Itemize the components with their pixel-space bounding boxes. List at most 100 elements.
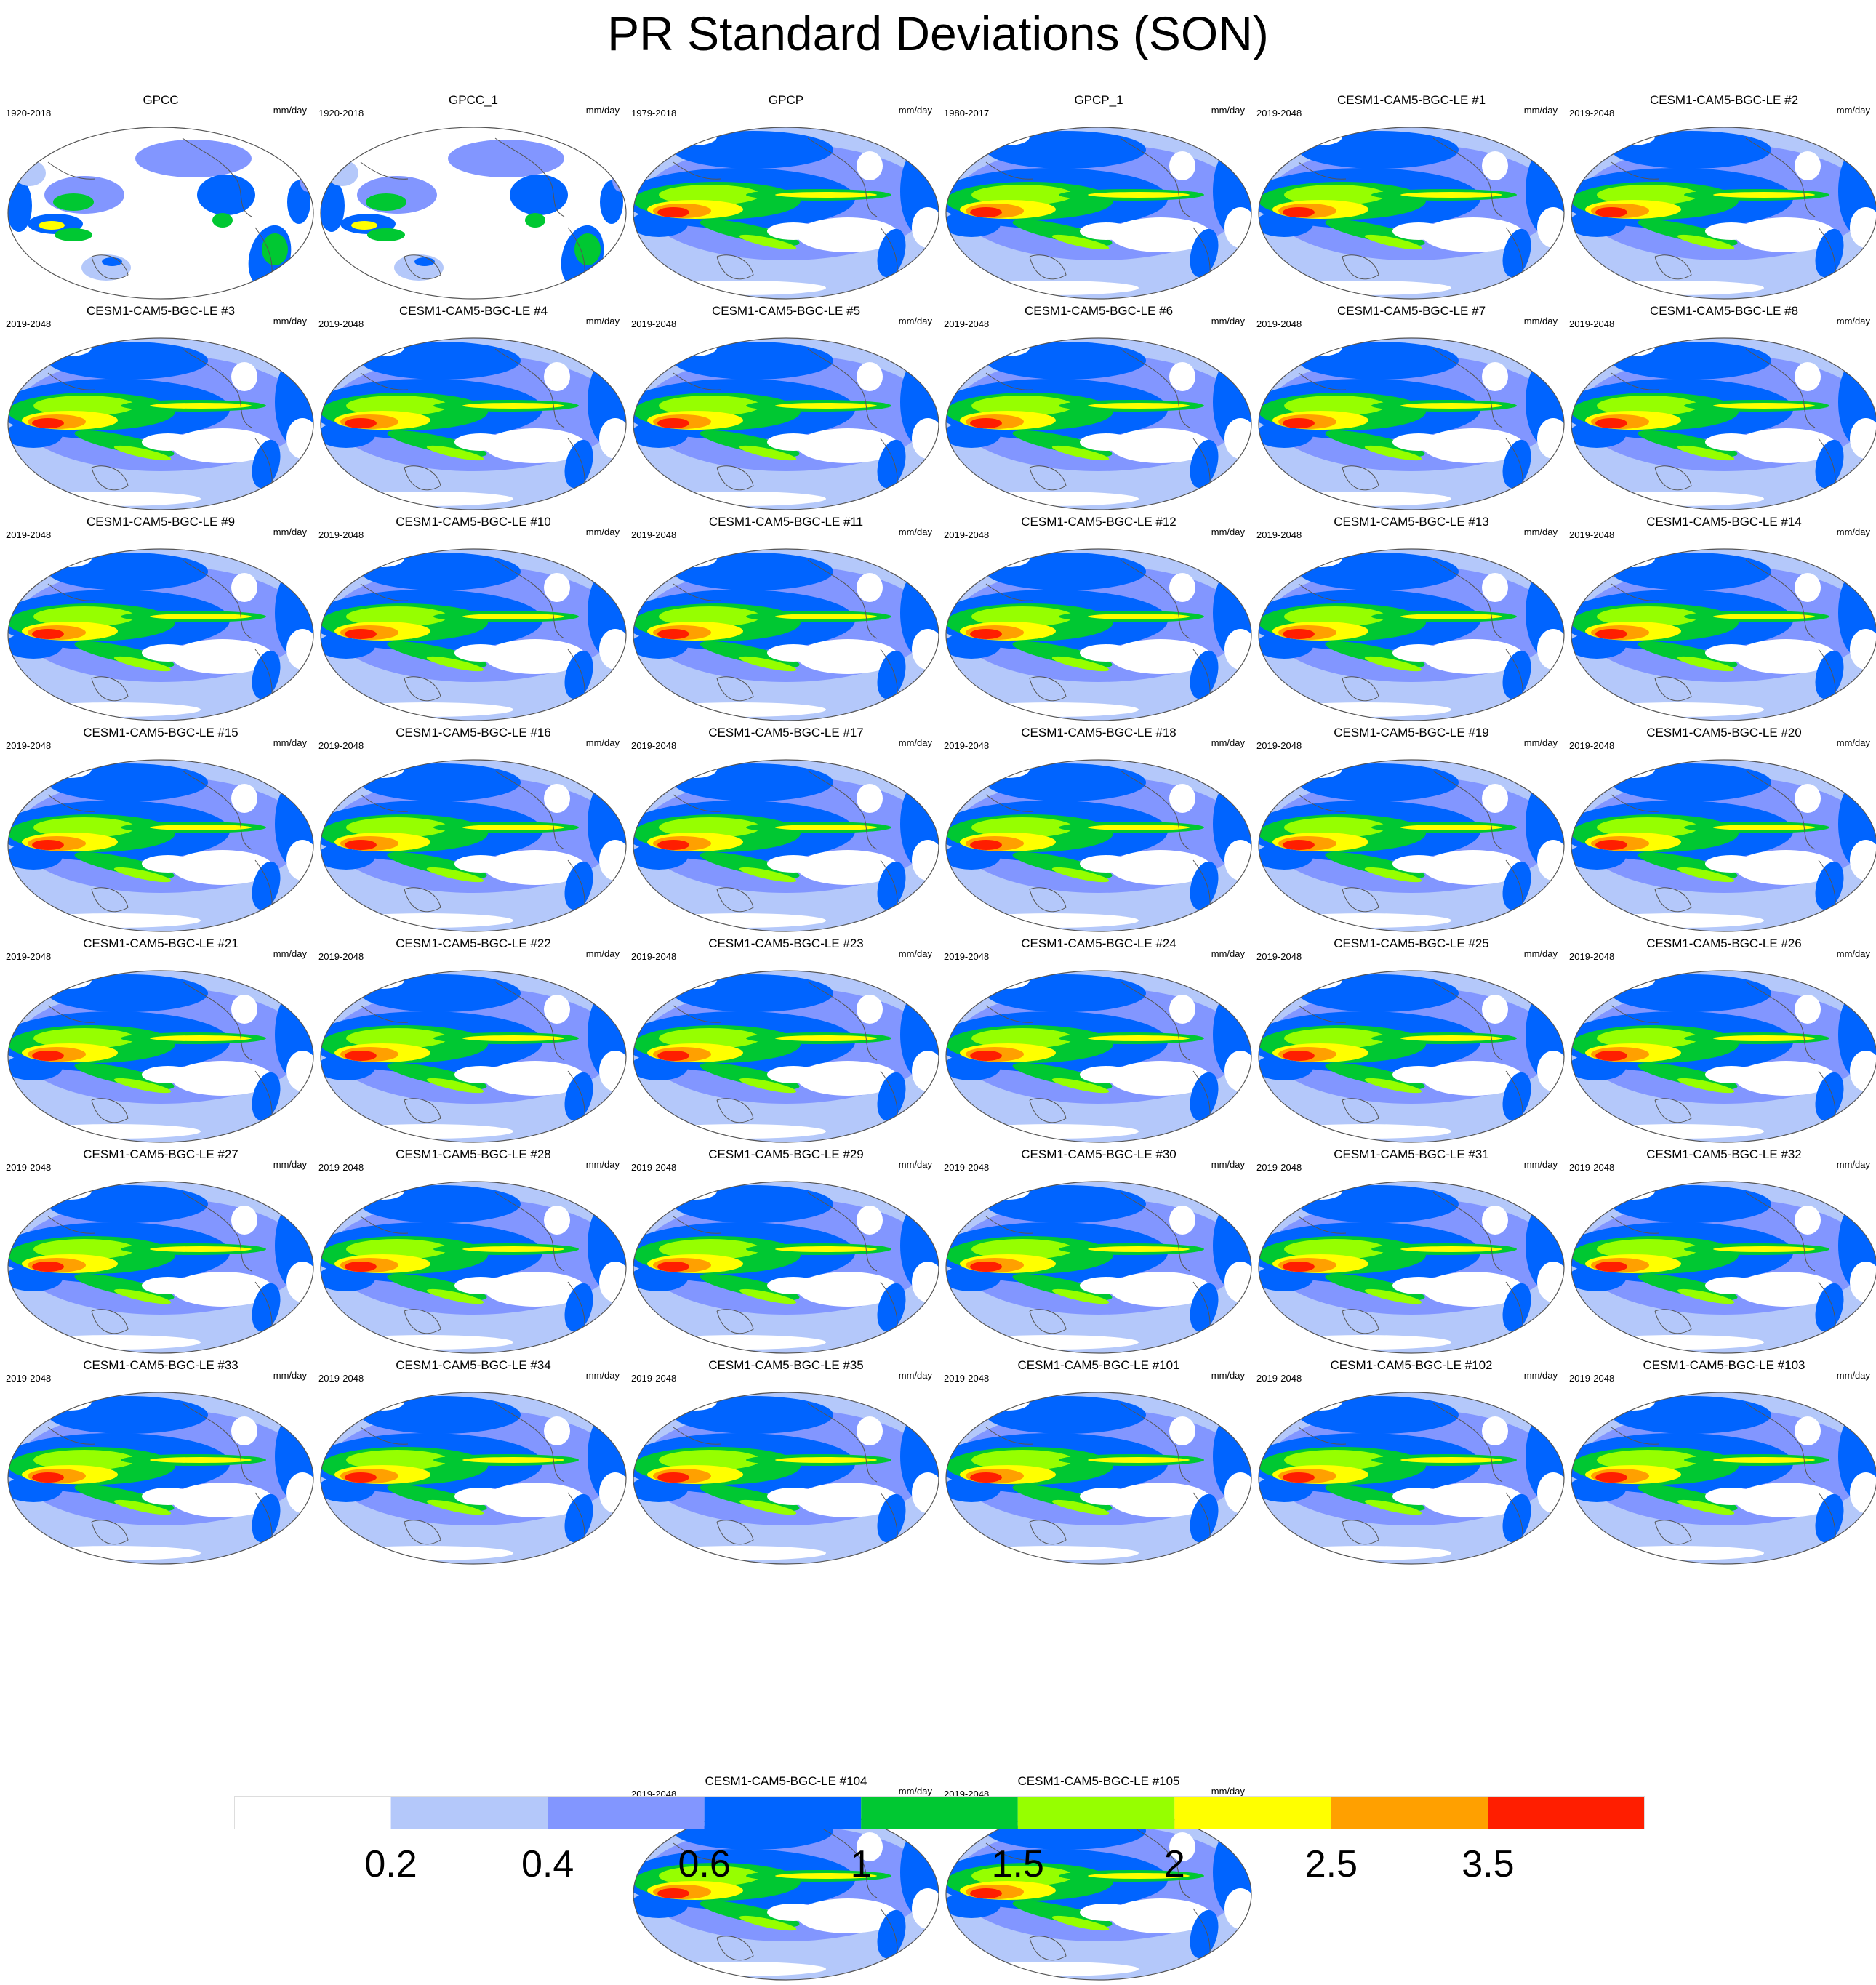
panel-title: CESM1-CAM5-BGC-LE #2 — [1649, 93, 1799, 107]
panel-title: CESM1-CAM5-BGC-LE #13 — [1334, 515, 1489, 529]
map-panel: CESM1-CAM5-BGC-LE #14 2019-2048 mm/day — [1568, 515, 1876, 726]
map-panel: CESM1-CAM5-BGC-LE #17 2019-2048 mm/day — [630, 726, 942, 937]
map-plot — [1258, 1181, 1565, 1354]
map-border — [7, 759, 314, 932]
colorbar-segment — [1331, 1796, 1488, 1829]
map-panel: CESM1-CAM5-BGC-LE #25 2019-2048 mm/day — [1255, 937, 1568, 1147]
panel-units: mm/day — [585, 1370, 620, 1381]
panel-units: mm/day — [585, 737, 620, 748]
coastline — [985, 559, 1211, 712]
map-panel: CESM1-CAM5-BGC-LE #12 2019-2048 mm/day — [942, 515, 1255, 726]
panel-period: 2019-2048 — [631, 318, 677, 329]
panel-period: 2019-2048 — [631, 740, 677, 751]
map-panel: CESM1-CAM5-BGC-LE #5 2019-2048 mm/day — [630, 304, 942, 515]
map-border — [1258, 1392, 1565, 1565]
map-panel: CESM1-CAM5-BGC-LE #15 2019-2048 mm/day — [4, 726, 317, 937]
colorbar-segment — [1017, 1796, 1175, 1829]
map-border — [1571, 1181, 1876, 1354]
coastline — [985, 137, 1211, 290]
coastline — [47, 1403, 273, 1555]
panel-title: CESM1-CAM5-BGC-LE #30 — [1021, 1147, 1176, 1161]
colorbar-segment — [234, 1796, 391, 1829]
map-field — [1259, 549, 1564, 721]
panel-period: 2019-2048 — [944, 951, 990, 962]
map-field — [633, 1182, 939, 1353]
map-panel: CESM1-CAM5-BGC-LE #35 2019-2048 mm/day — [630, 1358, 942, 1569]
panel-period: 2019-2048 — [318, 318, 364, 329]
map-border — [1258, 127, 1565, 300]
coastline — [1611, 559, 1836, 712]
panel-period: 2019-2048 — [631, 1373, 677, 1384]
panel-units: mm/day — [273, 526, 307, 537]
map-field — [8, 549, 313, 721]
map-field — [1571, 760, 1876, 931]
panel-period: 2019-2048 — [944, 529, 990, 540]
map-plot — [1571, 970, 1876, 1143]
map-plot — [633, 548, 939, 721]
colorbar-tick-label: 0.6 — [678, 1843, 731, 1885]
map-plot — [1571, 127, 1876, 300]
map-border — [633, 1392, 939, 1565]
colorbar-segment — [704, 1796, 862, 1829]
panel-units: mm/day — [1211, 1370, 1245, 1381]
map-plot — [320, 1392, 627, 1565]
map-plot — [1258, 127, 1565, 300]
panel-title: CESM1-CAM5-BGC-LE #8 — [1649, 304, 1799, 318]
panel-title: CESM1-CAM5-BGC-LE #4 — [398, 304, 548, 318]
map-border — [320, 1392, 627, 1565]
panel-units: mm/day — [898, 105, 932, 116]
panel-period: 2019-2048 — [1256, 529, 1302, 540]
map-field — [8, 971, 313, 1142]
map-panel: CESM1-CAM5-BGC-LE #16 2019-2048 mm/day — [317, 726, 630, 937]
panel-period: 2019-2048 — [1256, 740, 1302, 751]
panel-title: CESM1-CAM5-BGC-LE #24 — [1021, 937, 1176, 950]
map-field — [946, 760, 1251, 931]
map-panel: CESM1-CAM5-BGC-LE #2 2019-2048 mm/day — [1568, 93, 1876, 304]
map-plot — [7, 1181, 314, 1354]
panel-units: mm/day — [1836, 105, 1870, 116]
map-field — [1571, 1182, 1876, 1353]
panel-units: mm/day — [585, 526, 620, 537]
map-panel: CESM1-CAM5-BGC-LE #103 2019-2048 mm/day — [1568, 1358, 1876, 1569]
map-field — [633, 127, 939, 299]
map-plot — [633, 1392, 939, 1565]
panel-title: CESM1-CAM5-BGC-LE #9 — [86, 515, 236, 529]
panel-units: mm/day — [585, 948, 620, 959]
map-border — [633, 127, 939, 300]
panel-period: 2019-2048 — [944, 1373, 990, 1384]
panel-title: CESM1-CAM5-BGC-LE #28 — [396, 1147, 551, 1161]
panel-units: mm/day — [1211, 1159, 1245, 1170]
map-panel: GPCC 1920-2018 mm/day — [4, 93, 317, 304]
map-border — [945, 1181, 1252, 1354]
map-field — [1571, 338, 1876, 510]
map-field — [321, 1392, 626, 1564]
map-field — [633, 1392, 939, 1564]
map-border — [7, 1181, 314, 1354]
map-plot — [320, 970, 627, 1143]
panel-units: mm/day — [898, 1159, 932, 1170]
colorbar-tick-label: 0.4 — [521, 1843, 574, 1885]
coastline — [1298, 1403, 1523, 1555]
panel-units: mm/day — [898, 737, 932, 748]
map-border — [7, 127, 314, 300]
map-field — [8, 760, 313, 931]
map-plot — [7, 970, 314, 1143]
panel-units: mm/day — [1836, 526, 1870, 537]
map-plot — [7, 759, 314, 932]
map-border — [1571, 970, 1876, 1143]
coastline — [1298, 770, 1523, 923]
map-field — [1571, 1392, 1876, 1564]
map-panel: CESM1-CAM5-BGC-LE #8 2019-2048 mm/day — [1568, 304, 1876, 515]
coastline — [985, 1403, 1211, 1555]
coastline — [673, 348, 898, 501]
coastline — [47, 559, 273, 712]
coastline — [1298, 137, 1523, 290]
coastline — [360, 981, 585, 1134]
coastline — [47, 981, 273, 1134]
map-plot — [945, 1392, 1252, 1565]
map-plot — [1571, 1181, 1876, 1354]
panel-title: CESM1-CAM5-BGC-LE #35 — [708, 1358, 864, 1372]
panel-period: 2019-2048 — [1256, 108, 1302, 119]
map-plot — [1571, 548, 1876, 721]
map-border — [1258, 759, 1565, 932]
